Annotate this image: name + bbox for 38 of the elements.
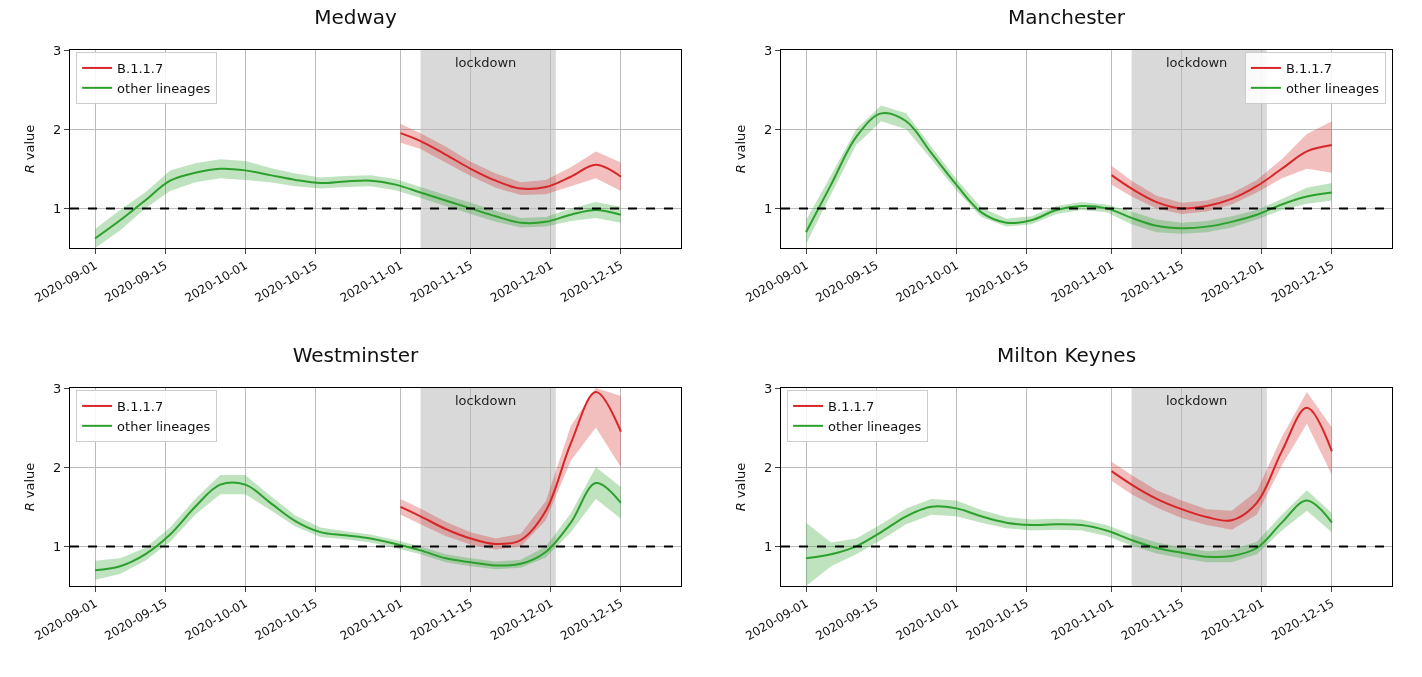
band-label: lockdown [1166,55,1228,70]
y-tick-label: 2 [53,459,62,475]
y-tick-label: 1 [53,538,62,554]
legend-label: other lineages [828,418,922,434]
legend-label: other lineages [117,80,211,96]
legend-label: B.1.1.7 [117,399,164,414]
y-tick-label: 3 [764,42,773,58]
chart-title: Manchester [1008,5,1126,30]
line-series [1110,144,1333,210]
y-tick-label: 2 [53,121,62,137]
y-tick-label: 1 [764,200,773,216]
legend-label: other lineages [117,418,211,434]
line-series [94,167,622,240]
line-series [805,499,1333,560]
legend-label: other lineages [1285,80,1380,96]
legend-label: B.1.1.7 [1285,61,1333,76]
band-label: lockdown [455,393,517,408]
y-tick-label: 3 [53,380,62,396]
legend-label: B.1.1.7 [828,399,875,414]
y-tick-label: 1 [53,200,62,216]
band-label: lockdown [455,55,517,70]
line-series [94,481,622,572]
y-tick-label: 3 [53,42,62,58]
y-tick-label: 2 [764,121,773,137]
y-tick-label: 3 [764,380,773,396]
y-axis-title: R value [22,124,37,174]
y-axis-title: R value [733,124,748,174]
band-label: lockdown [1166,393,1228,408]
line-series [399,132,622,191]
legend-label: B.1.1.7 [117,61,164,76]
line-series [1110,406,1333,522]
y-tick-label: 1 [764,538,773,554]
y-tick-label: 2 [764,459,773,475]
y-axis-title: R value [733,462,748,512]
chart-title: Westminster [292,343,420,368]
chart-title: Milton Keynes [996,343,1137,368]
chart-title: Medway [314,5,398,30]
y-axis-title: R value [22,462,37,512]
